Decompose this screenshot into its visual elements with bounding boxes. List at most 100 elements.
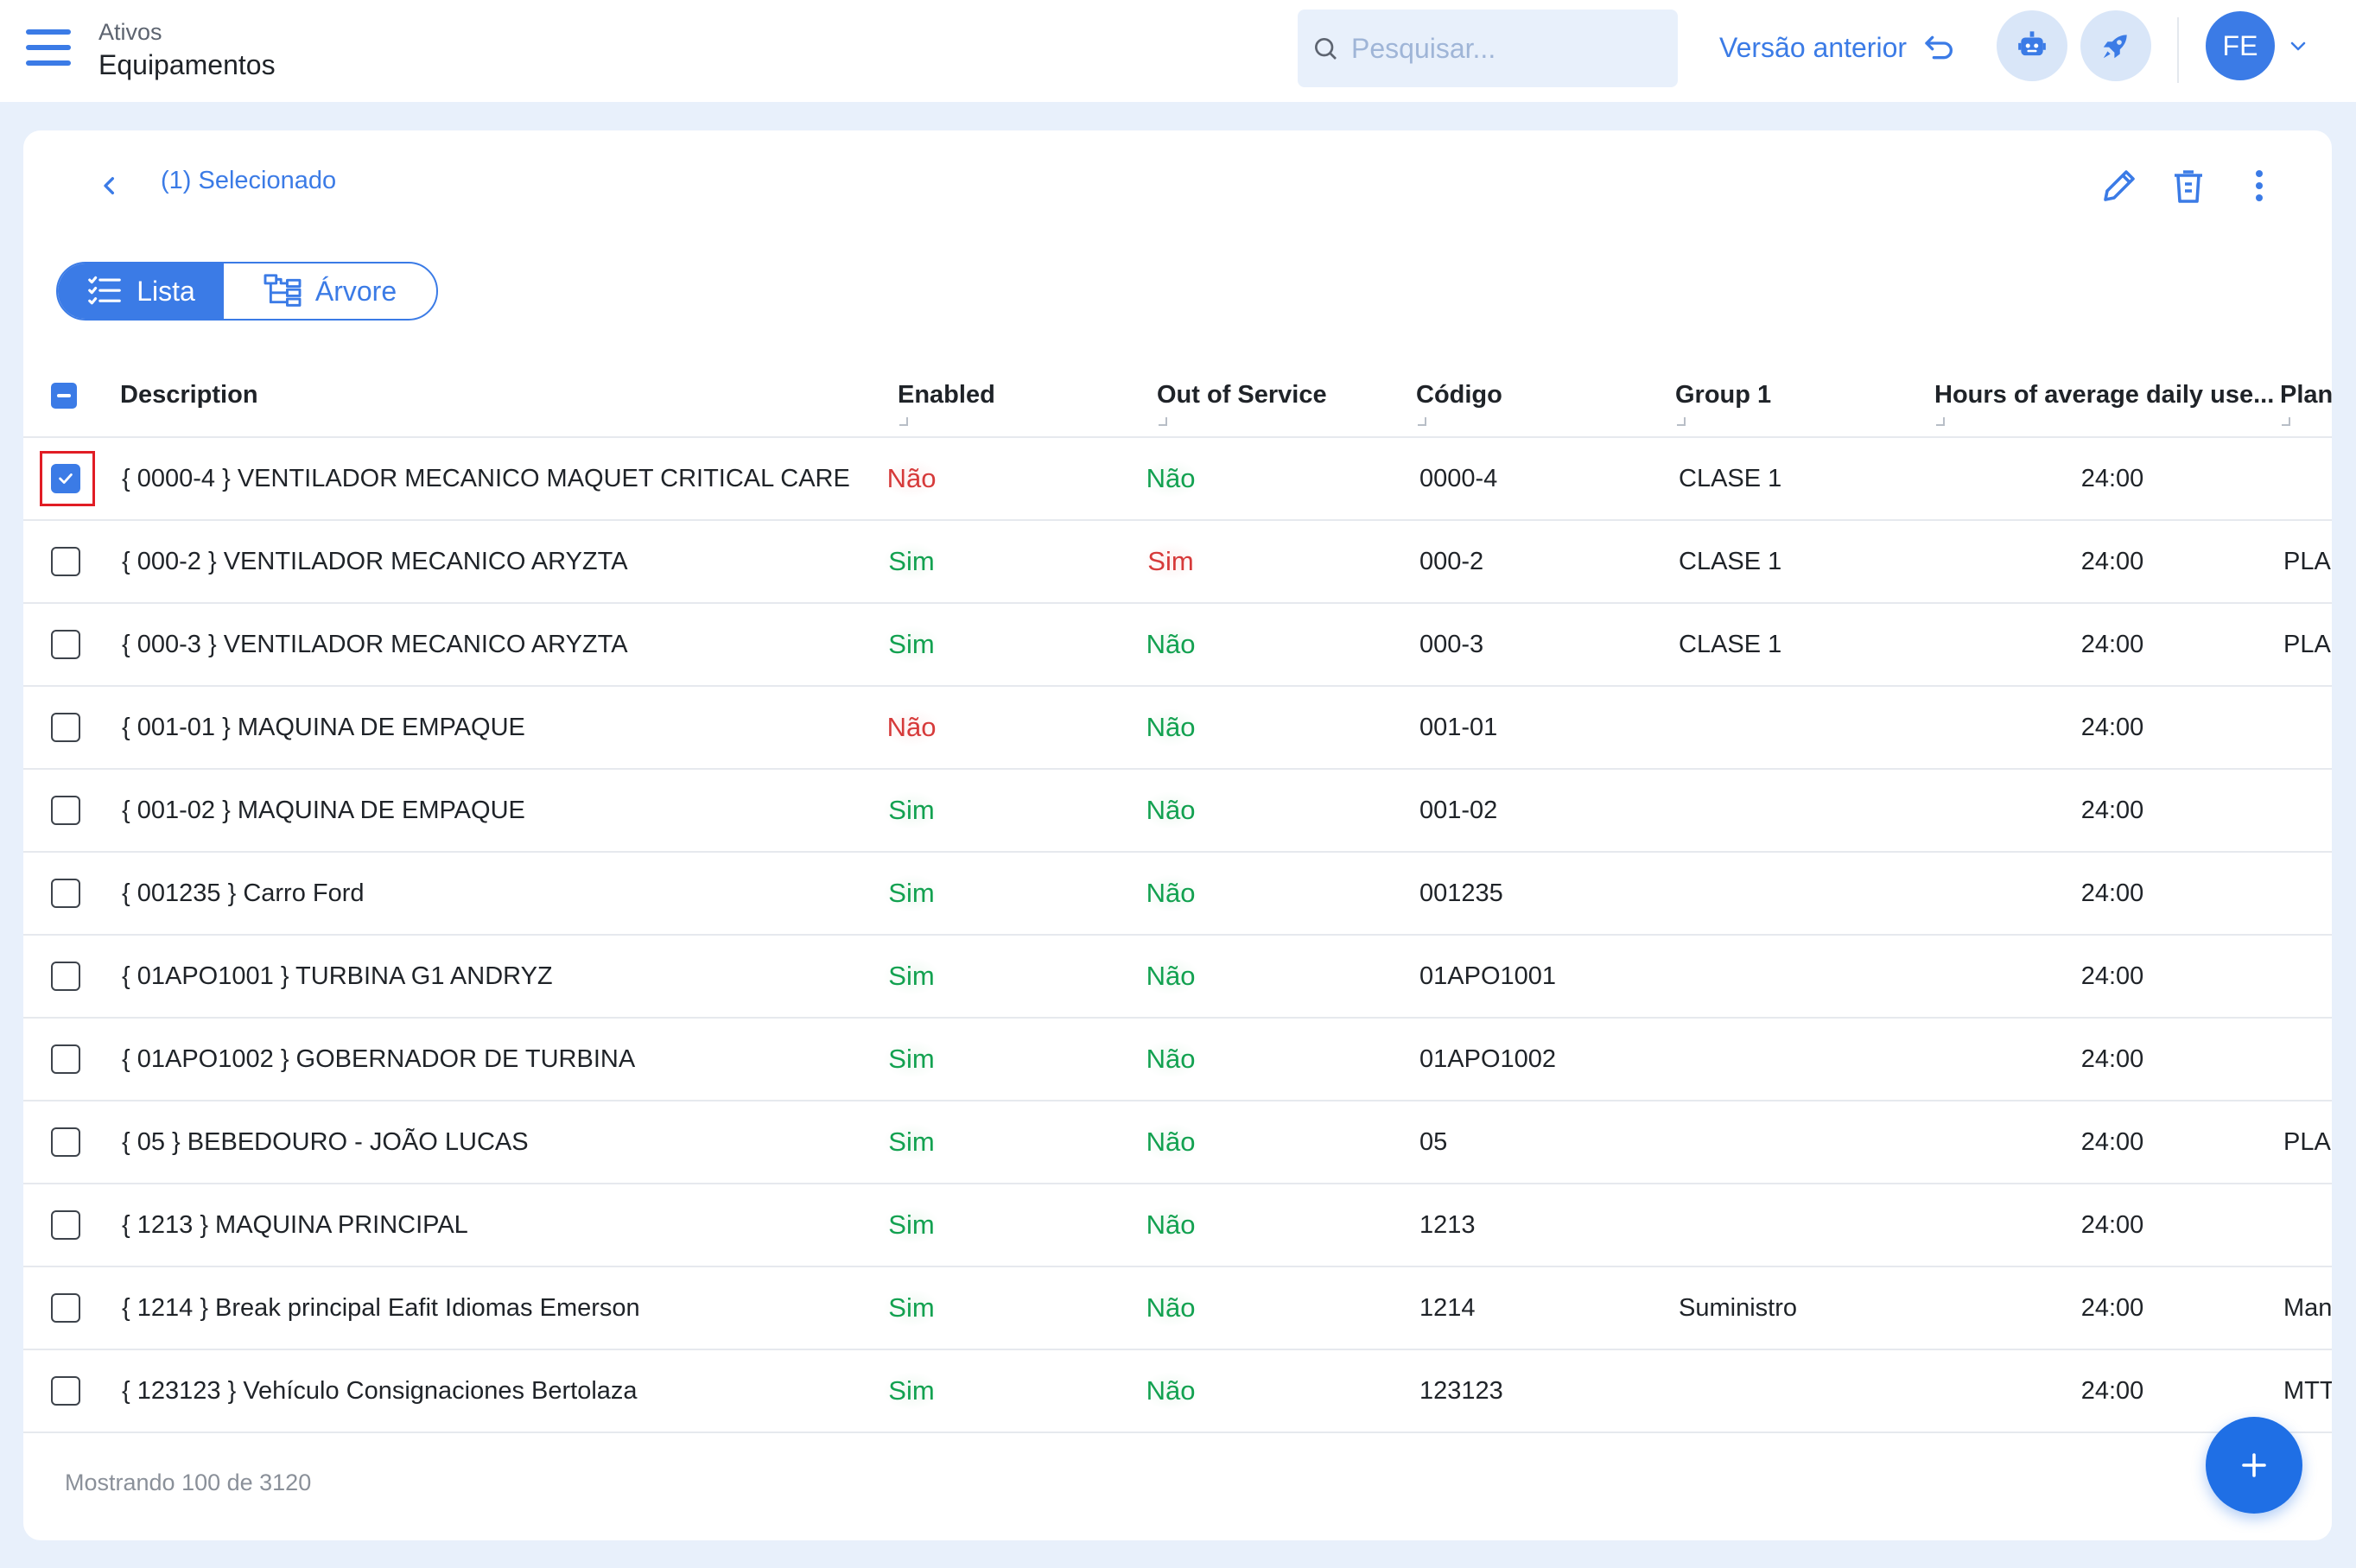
cell-group1: [1679, 936, 1938, 1017]
cell-codigo: 001-01: [1419, 687, 1679, 768]
column-header-out-of-service[interactable]: Out of Service: [1157, 352, 1426, 438]
table-body: { 0000-4 } VENTILADOR MECANICO MAQUET CR…: [23, 438, 2332, 1433]
row-checkbox[interactable]: [51, 630, 80, 659]
pencil-icon[interactable]: [2099, 165, 2140, 206]
add-button[interactable]: [2206, 1417, 2302, 1514]
row-checkbox[interactable]: [51, 879, 80, 908]
column-label: Plan: [2280, 380, 2332, 409]
row-checkbox[interactable]: [51, 464, 80, 493]
status-badge: Não: [1140, 1040, 1201, 1078]
search-input[interactable]: [1351, 32, 1671, 65]
previous-version-button[interactable]: Versão anterior: [1719, 26, 1957, 69]
status-badge: Sim: [883, 1206, 940, 1244]
column-label: Código: [1416, 380, 1502, 409]
row-checkbox[interactable]: [51, 962, 80, 991]
tab-list[interactable]: Lista: [58, 263, 224, 319]
table-row[interactable]: { 001-01 } MAQUINA DE EMPAQUE Não Não 001-0…: [23, 687, 2332, 770]
table-row[interactable]: { 05 } BEBEDOURO - JOÃO LUCAS Sim Não 05 24:…: [23, 1101, 2332, 1184]
undo-arrow-icon: [1925, 35, 1953, 60]
cell-description: { 0000-4 } VENTILADOR MECANICO MAQUET CR…: [122, 438, 899, 519]
cell-codigo: 0000-4: [1419, 438, 1679, 519]
column-label: Group 1: [1675, 380, 1772, 409]
column-header-enabled[interactable]: Enabled: [898, 352, 1167, 438]
table-row[interactable]: { 123123 } Vehículo Consignaciones Berto…: [23, 1350, 2332, 1433]
hamburger-icon[interactable]: [26, 29, 71, 66]
cell-value: 000-2: [1419, 547, 1484, 575]
cell-value: { 1213 } MAQUINA PRINCIPAL: [122, 1210, 468, 1239]
table-row[interactable]: { 01APO1001 } TURBINA G1 ANDRYZ Sim Não 01A…: [23, 936, 2332, 1019]
search-box[interactable]: [1298, 10, 1678, 87]
status-badge: Não: [1140, 708, 1201, 746]
cell-plan: [2283, 1019, 2332, 1100]
cell-value: { 123123 } Vehículo Consignaciones Berto…: [122, 1376, 638, 1405]
cell-group1: [1679, 1019, 1938, 1100]
cell-value: 01APO1001: [1419, 962, 1557, 990]
cell-value: { 01APO1001 } TURBINA G1 ANDRYZ: [122, 962, 553, 990]
cell-value: 24:00: [2080, 962, 2144, 990]
table-header: Description Enabled Out of Service Códig…: [23, 352, 2332, 438]
cell-codigo: 000-2: [1419, 521, 1679, 602]
cell-value: CLASE 1: [1679, 630, 1782, 658]
status-badge: Não: [1140, 1289, 1201, 1327]
row-checkbox[interactable]: [51, 1127, 80, 1157]
status-badge: Sim: [883, 1372, 940, 1410]
cell-description: { 123123 } Vehículo Consignaciones Berto…: [122, 1350, 899, 1432]
launch-button[interactable]: [2080, 10, 2151, 81]
assistant-button[interactable]: [1997, 10, 2067, 81]
row-count: Mostrando 100 de 3120: [65, 1470, 312, 1495]
cell-codigo: 123123: [1419, 1350, 1679, 1432]
row-checkbox[interactable]: [51, 796, 80, 825]
more-vertical-icon[interactable]: [2239, 165, 2280, 206]
cell-value: 000-3: [1419, 630, 1484, 658]
top-bar: Ativos Equipamentos Versão anterior: [0, 0, 2356, 102]
table-row[interactable]: { 001-02 } MAQUINA DE EMPAQUE Sim Não 001-0…: [23, 770, 2332, 853]
cell-group1: [1679, 1184, 1938, 1266]
row-checkbox[interactable]: [51, 1376, 80, 1406]
chevron-down-icon[interactable]: [2288, 38, 2308, 54]
cell-plan: Man: [2283, 1267, 2332, 1349]
cell-out-of-service: Não: [1036, 1184, 1305, 1266]
column-header-plan[interactable]: Plan: [2280, 352, 2332, 438]
cell-out-of-service: Não: [1036, 853, 1305, 934]
row-checkbox[interactable]: [51, 1210, 80, 1240]
tree-icon: [264, 274, 302, 307]
cell-value: 24:00: [2080, 879, 2144, 907]
cell-out-of-service: Não: [1036, 604, 1305, 685]
table-row[interactable]: { 1214 } Break principal Eafit Idiomas E…: [23, 1267, 2332, 1350]
list-icon: [88, 276, 122, 305]
row-checkbox[interactable]: [51, 1293, 80, 1323]
column-label: Enabled: [898, 380, 995, 409]
table-row[interactable]: { 001235 } Carro Ford Sim Não 001235 24:00: [23, 853, 2332, 936]
table-row[interactable]: { 01APO1002 } GOBERNADOR DE TURBINA Sim Nã…: [23, 1019, 2332, 1101]
cell-out-of-service: Não: [1036, 1019, 1305, 1100]
cell-hours: 24:00: [1934, 853, 2290, 934]
column-header-description[interactable]: Description: [120, 352, 908, 438]
row-checkbox[interactable]: [51, 713, 80, 742]
cell-codigo: 01APO1001: [1419, 936, 1679, 1017]
select-all-checkbox[interactable]: [51, 383, 77, 409]
breadcrumb-parent[interactable]: Ativos: [98, 19, 162, 45]
column-header-hours[interactable]: Hours of average daily use...: [1934, 352, 2290, 438]
cell-enabled: Sim: [777, 1350, 1046, 1432]
status-badge: Sim: [1142, 543, 1199, 581]
table-row[interactable]: { 000-2 } VENTILADOR MECANICO ARYZTA Sim S…: [23, 521, 2332, 604]
column-header-codigo[interactable]: Código: [1416, 352, 1686, 438]
cell-enabled: Sim: [777, 770, 1046, 851]
avatar[interactable]: FE: [2206, 11, 2275, 80]
table-row[interactable]: { 000-3 } VENTILADOR MECANICO ARYZTA Sim N…: [23, 604, 2332, 687]
table-row[interactable]: { 0000-4 } VENTILADOR MECANICO MAQUET CR…: [23, 438, 2332, 521]
row-checkbox[interactable]: [51, 547, 80, 576]
cell-codigo: 05: [1419, 1101, 1679, 1183]
tab-tree[interactable]: Árvore: [224, 263, 436, 319]
status-badge: Sim: [883, 791, 940, 829]
cell-out-of-service: Não: [1036, 1267, 1305, 1349]
cell-out-of-service: Não: [1036, 687, 1305, 768]
table-row[interactable]: { 1213 } MAQUINA PRINCIPAL Sim Não 1213 24:0…: [23, 1184, 2332, 1267]
cell-enabled: Sim: [777, 936, 1046, 1017]
chevron-left-icon[interactable]: [92, 168, 127, 203]
row-checkbox[interactable]: [51, 1044, 80, 1074]
trash-icon[interactable]: [2168, 165, 2209, 206]
column-header-group1[interactable]: Group 1: [1675, 352, 1945, 438]
cell-value: 24:00: [2080, 547, 2144, 575]
cell-hours: 24:00: [1934, 687, 2290, 768]
